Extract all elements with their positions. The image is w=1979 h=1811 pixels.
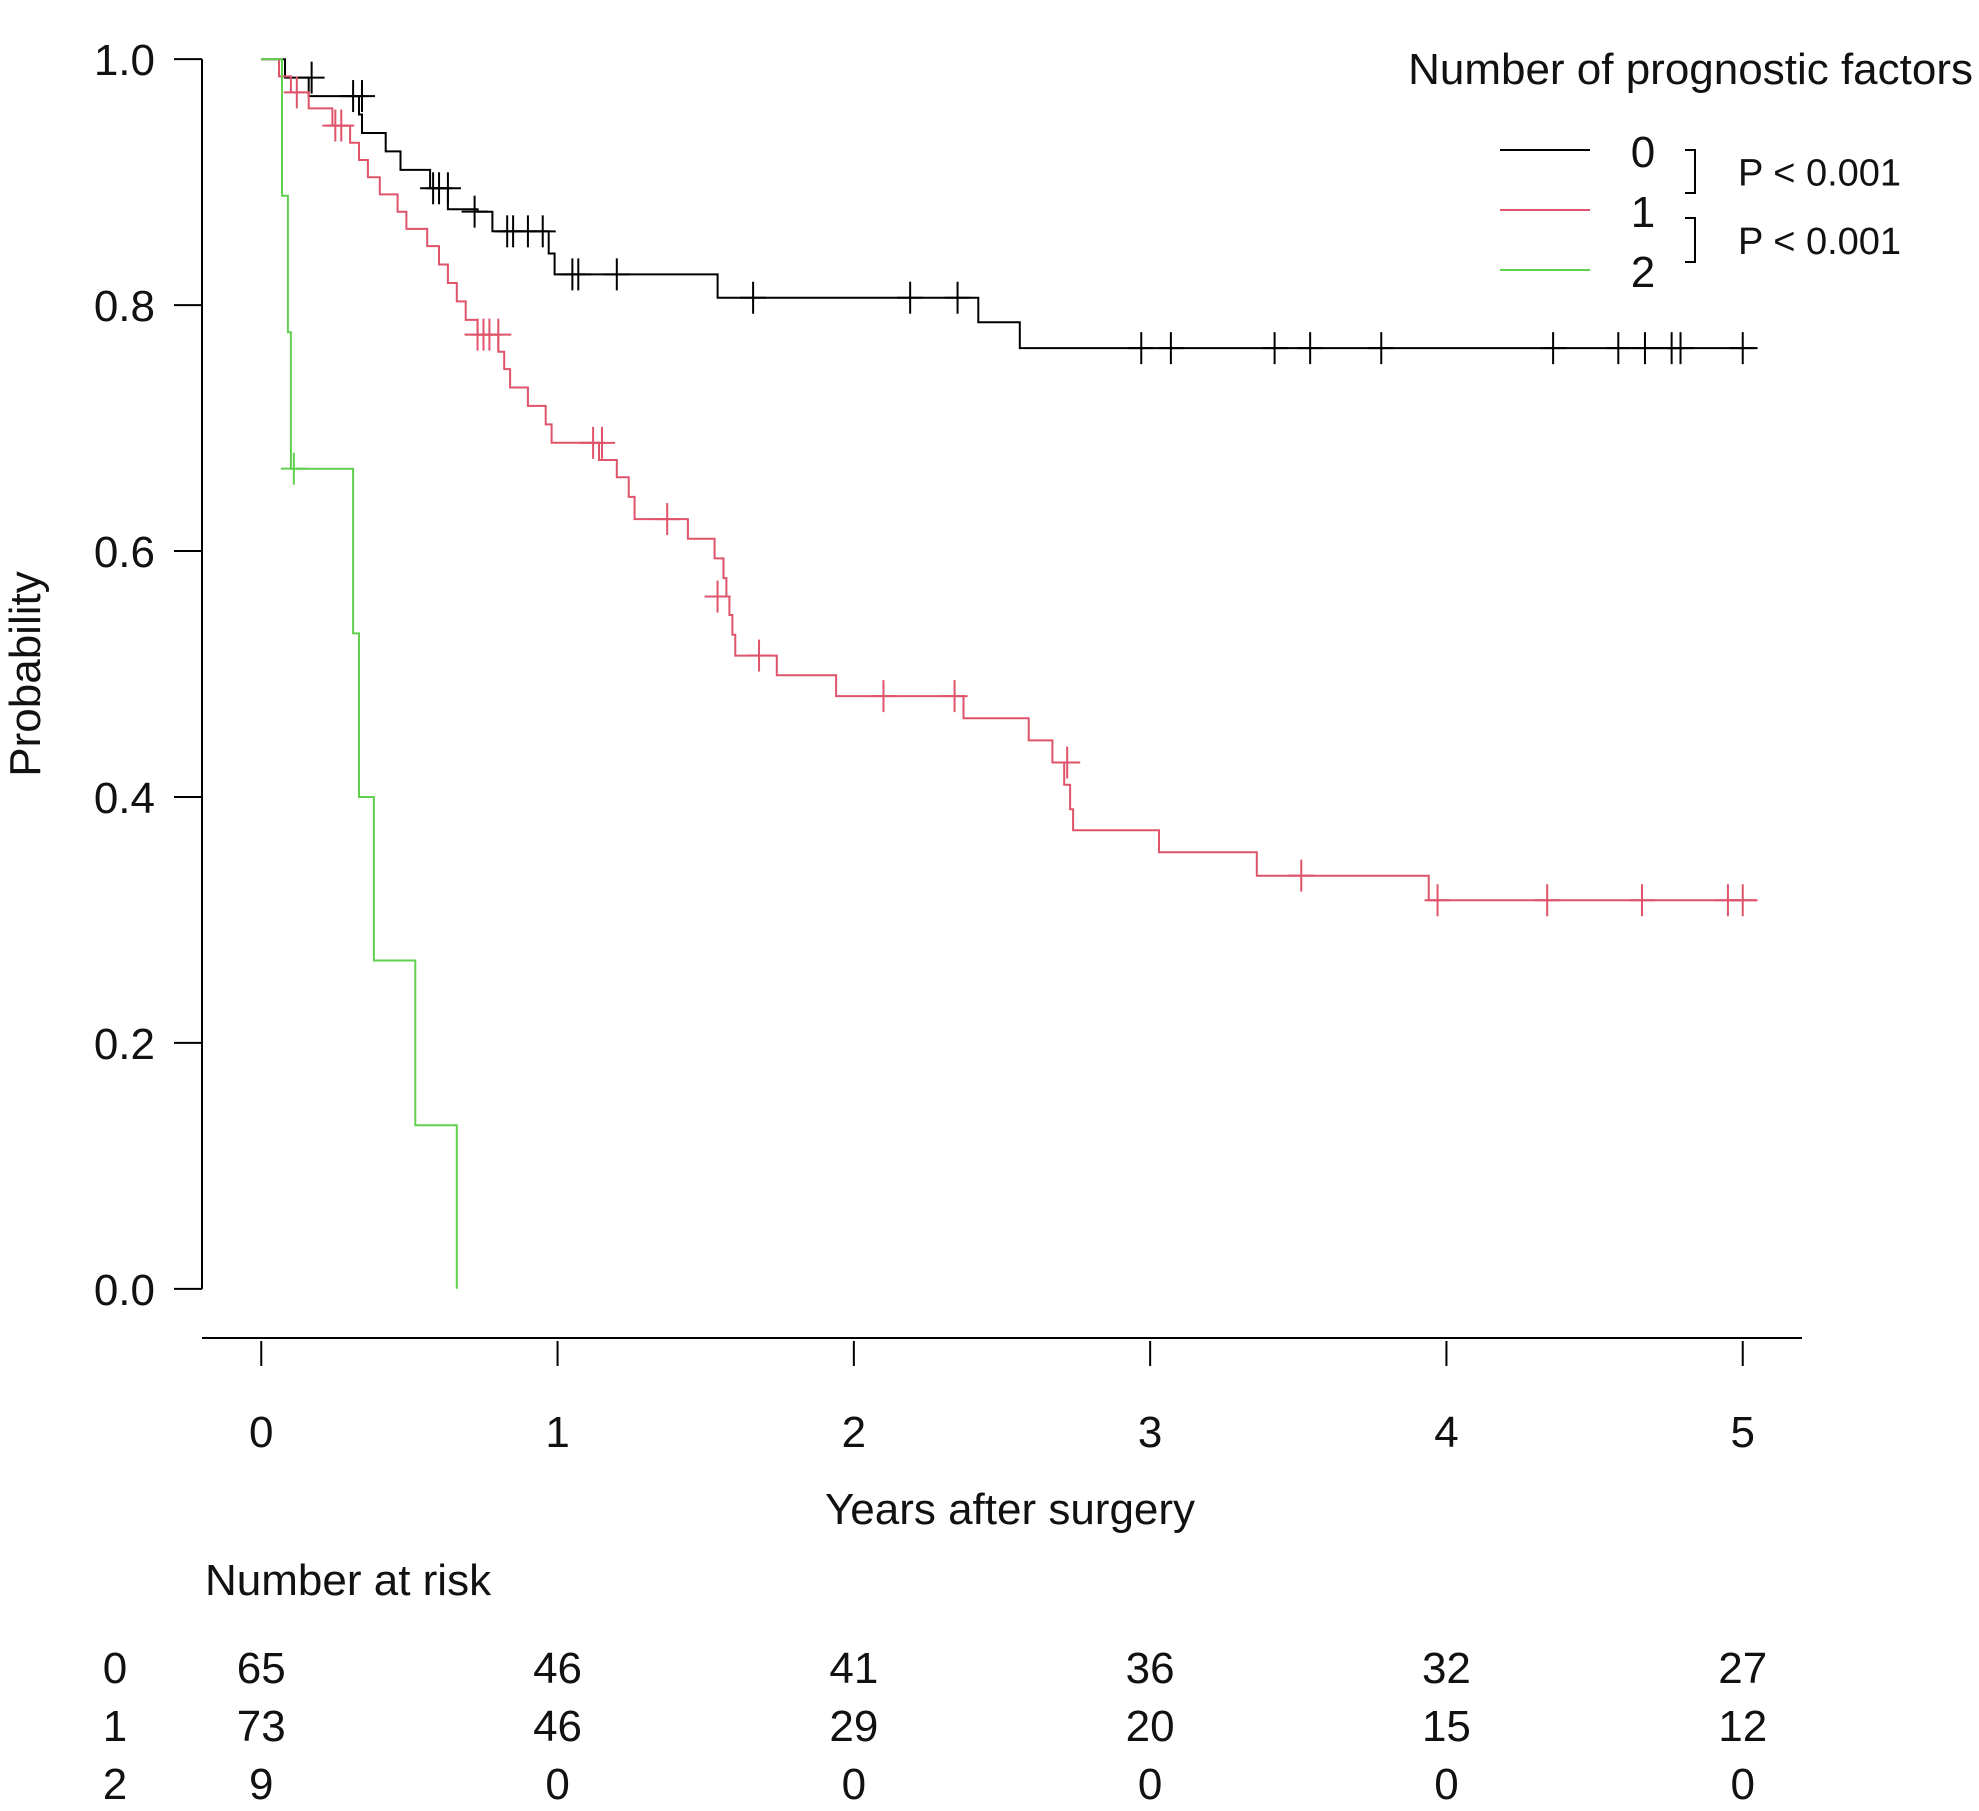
- risk-count: 29: [829, 1702, 878, 1751]
- risk-count: 27: [1718, 1644, 1767, 1693]
- risk-count: 0: [1730, 1760, 1754, 1809]
- risk-count: 65: [237, 1644, 286, 1693]
- legend-title: Number of prognostic factors: [1408, 45, 1973, 94]
- y-tick-label: 0.0: [94, 1266, 155, 1315]
- y-tick-label: 0.2: [94, 1020, 155, 1069]
- y-tick-label: 1.0: [94, 36, 155, 85]
- risk-count: 32: [1422, 1644, 1471, 1693]
- risk-count: 46: [533, 1702, 582, 1751]
- legend-label-0: 0: [1631, 128, 1655, 177]
- risk-row-label: 2: [103, 1760, 127, 1809]
- x-tick-label: 3: [1138, 1408, 1162, 1457]
- y-axis-label: Probability: [1, 571, 50, 776]
- legend-label-2: 2: [1631, 248, 1655, 297]
- risk-count: 0: [842, 1760, 866, 1809]
- legend-label-1: 1: [1631, 188, 1655, 237]
- risk-count: 12: [1718, 1702, 1767, 1751]
- y-tick-label: 0.6: [94, 528, 155, 577]
- series-2-line: [261, 58, 458, 1289]
- x-tick-label: 1: [545, 1408, 569, 1457]
- legend: Number of prognostic factors 0 1 2 P < 0.00…: [1408, 45, 1973, 297]
- series-layer: [261, 58, 1758, 1289]
- p-value-label: P < 0.001: [1738, 153, 1901, 195]
- p-value-bracket: [1685, 149, 1696, 194]
- risk-count: 41: [829, 1644, 878, 1693]
- series-1-line: [261, 58, 1758, 902]
- x-axis-label: Years after surgery: [825, 1485, 1195, 1534]
- x-tick-label: 0: [249, 1408, 273, 1457]
- risk-count: 0: [1434, 1760, 1458, 1809]
- risk-table-title: Number at risk: [205, 1556, 492, 1605]
- risk-row-label: 0: [103, 1644, 127, 1693]
- risk-count: 20: [1126, 1702, 1175, 1751]
- p-value-bracket: [1685, 217, 1696, 263]
- x-tick-label: 2: [842, 1408, 866, 1457]
- risk-count: 9: [249, 1760, 273, 1809]
- risk-count: 15: [1422, 1702, 1471, 1751]
- y-tick-label: 0.4: [94, 774, 155, 823]
- axes: 0 1 2 3 4 5 0.0 0.2 0.4 0.6 0.8 1.0: [94, 36, 1802, 1457]
- risk-count: 0: [1138, 1760, 1162, 1809]
- x-tick-label: 4: [1434, 1408, 1458, 1457]
- risk-row-label: 1: [103, 1702, 127, 1751]
- x-tick-label: 5: [1730, 1408, 1754, 1457]
- risk-table: Number at risk 0 65 46 41 36 32 271 73 46 29 20 15 1…: [103, 1556, 1767, 1809]
- series-0-line: [261, 58, 1758, 350]
- risk-count: 73: [237, 1702, 286, 1751]
- risk-count: 46: [533, 1644, 582, 1693]
- y-tick-label: 0.8: [94, 282, 155, 331]
- risk-count: 36: [1126, 1644, 1175, 1693]
- risk-count: 0: [545, 1760, 569, 1809]
- p-value-label: P < 0.001: [1738, 221, 1901, 263]
